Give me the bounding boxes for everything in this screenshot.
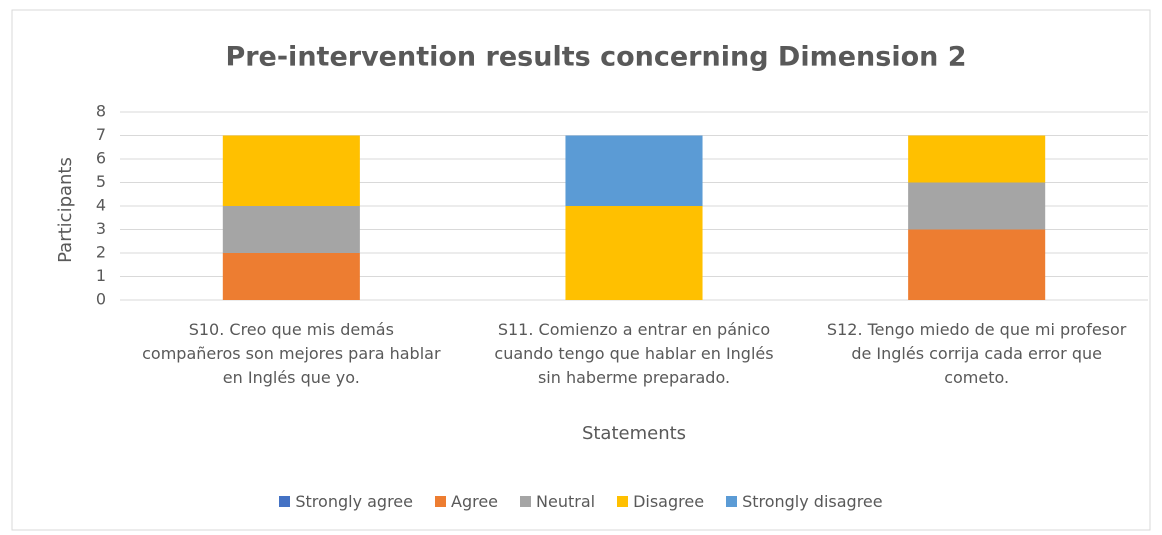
bar-segment: [222, 206, 360, 253]
legend-item: Strongly agree: [279, 492, 413, 511]
legend-item: Agree: [435, 492, 498, 511]
legend-swatch: [279, 496, 291, 507]
legend-label: Strongly disagree: [742, 492, 883, 511]
bar-segment: [222, 135, 360, 206]
chart-title: Pre-intervention results concerning Dime…: [225, 42, 966, 73]
y-tick-label: 0: [96, 290, 106, 309]
y-tick-label: 2: [96, 243, 106, 262]
legend: Strongly agree Agree Neutral Disagree Strong…: [0, 492, 1162, 511]
y-tick-label: 1: [96, 266, 106, 285]
legend-swatch: [520, 496, 532, 507]
legend-item: Disagree: [617, 492, 704, 511]
y-tick-label: 4: [96, 196, 106, 215]
bar-segment: [565, 135, 703, 206]
bar-segment: [908, 135, 1046, 183]
y-axis-label: Participants: [55, 157, 76, 263]
y-tick-label: 5: [96, 172, 106, 191]
bar-segment: [908, 182, 1046, 230]
legend-item: Strongly disagree: [726, 492, 883, 511]
bar-segment: [908, 229, 1046, 300]
bar-segment: [222, 253, 360, 300]
legend-swatch: [726, 496, 738, 507]
x-tick-label: S10. Creo que mis demás compañeros son m…: [142, 320, 441, 387]
y-tick-label: 7: [96, 125, 106, 144]
legend-label: Neutral: [536, 492, 596, 511]
legend-label: Strongly agree: [295, 492, 413, 511]
y-tick-label: 3: [96, 219, 106, 238]
y-tick-label: 8: [96, 102, 106, 121]
y-tick-label: 6: [96, 149, 106, 168]
legend-swatch: [617, 496, 629, 507]
x-axis-label: Statements: [582, 423, 686, 444]
bar-segment: [565, 206, 703, 300]
x-tick-label: S11. Comienzo a entrar en pánico cuando …: [494, 320, 774, 387]
legend-label: Disagree: [633, 492, 705, 511]
legend-item: Neutral: [520, 492, 595, 511]
x-tick-label: S12. Tengo miedo de que mi profesor de I…: [826, 320, 1127, 387]
legend-label: Agree: [451, 492, 499, 511]
legend-swatch: [435, 496, 446, 507]
